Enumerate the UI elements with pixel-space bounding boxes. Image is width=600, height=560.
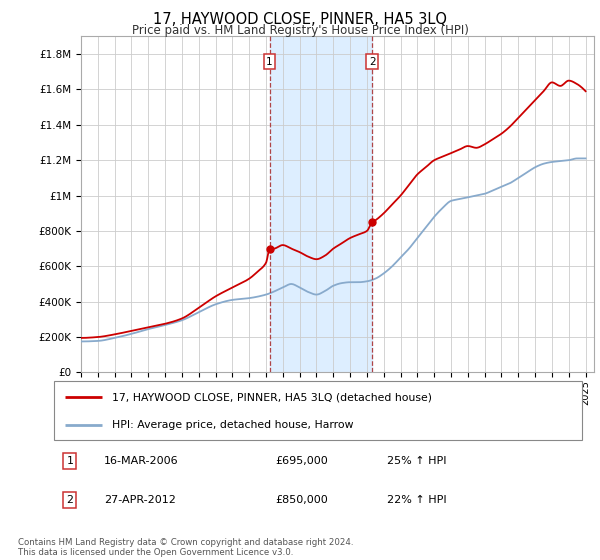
Text: 1: 1 bbox=[67, 456, 73, 465]
Text: £695,000: £695,000 bbox=[276, 456, 329, 465]
Text: 17, HAYWOOD CLOSE, PINNER, HA5 3LQ: 17, HAYWOOD CLOSE, PINNER, HA5 3LQ bbox=[153, 12, 447, 27]
Text: HPI: Average price, detached house, Harrow: HPI: Average price, detached house, Harr… bbox=[112, 420, 353, 430]
Text: Price paid vs. HM Land Registry's House Price Index (HPI): Price paid vs. HM Land Registry's House … bbox=[131, 24, 469, 36]
Text: Contains HM Land Registry data © Crown copyright and database right 2024.
This d: Contains HM Land Registry data © Crown c… bbox=[18, 538, 353, 557]
Text: 1: 1 bbox=[266, 57, 273, 67]
Text: 16-MAR-2006: 16-MAR-2006 bbox=[104, 456, 179, 465]
FancyBboxPatch shape bbox=[54, 381, 582, 440]
Text: 17, HAYWOOD CLOSE, PINNER, HA5 3LQ (detached house): 17, HAYWOOD CLOSE, PINNER, HA5 3LQ (deta… bbox=[112, 392, 432, 402]
Text: 2: 2 bbox=[369, 57, 376, 67]
Text: £850,000: £850,000 bbox=[276, 495, 329, 505]
Bar bbox=[269, 36, 373, 372]
Text: 25% ↑ HPI: 25% ↑ HPI bbox=[386, 456, 446, 465]
Text: 27-APR-2012: 27-APR-2012 bbox=[104, 495, 176, 505]
Text: 22% ↑ HPI: 22% ↑ HPI bbox=[386, 495, 446, 505]
Text: 2: 2 bbox=[67, 495, 73, 505]
